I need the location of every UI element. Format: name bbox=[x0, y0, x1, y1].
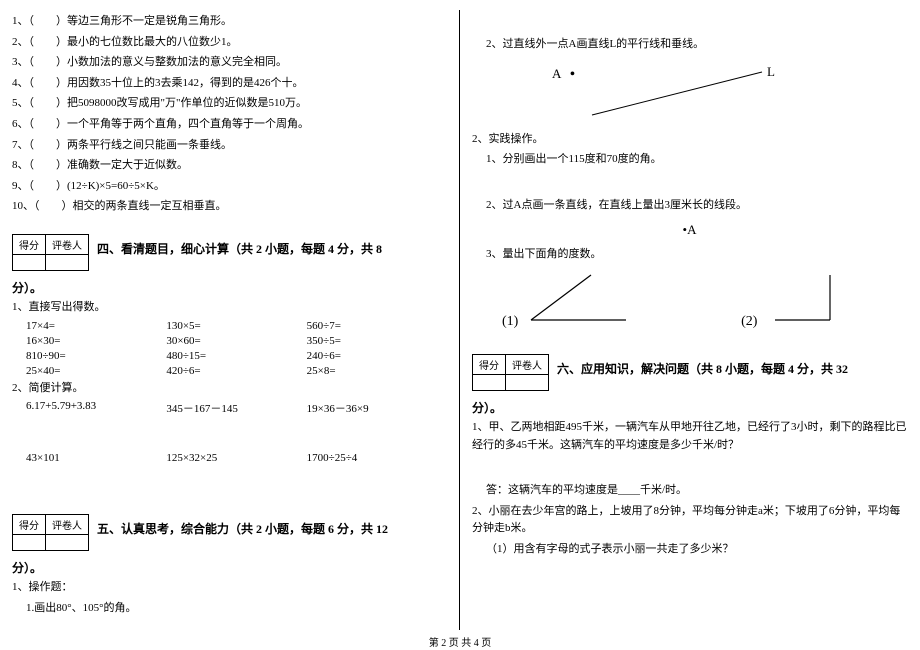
score-label: 得分 bbox=[13, 515, 46, 535]
calc-row: 43×101125×32×251700÷25÷4 bbox=[26, 452, 447, 464]
math-cell: 560÷7= bbox=[307, 320, 447, 332]
score-table-5: 得分 评卷人 bbox=[12, 514, 89, 551]
r2-3: 3、量出下面角的度数。 bbox=[486, 246, 907, 264]
calc-cell: 125×32×25 bbox=[166, 452, 306, 464]
section-5-head: 得分 评卷人 五、认真思考，综合能力（共 2 小题，每题 6 分，共 12 bbox=[12, 514, 447, 551]
score-table-6: 得分 评卷人 bbox=[472, 354, 549, 391]
score-table-4: 得分 评卷人 bbox=[12, 234, 89, 271]
shape-2-wrap: (2) bbox=[741, 270, 840, 330]
section-5-title: 五、认真思考，综合能力（共 2 小题，每题 6 分，共 12 bbox=[97, 514, 388, 537]
r1: 2、过直线外一点A画直线L的平行线和垂线。 bbox=[486, 36, 907, 54]
section-6-head: 得分 评卷人 六、应用知识，解决问题（共 8 小题，每题 4 分，共 32 bbox=[472, 354, 907, 391]
q6-1-ans: 答：这辆汽车的平均速度是____千米/时。 bbox=[486, 482, 907, 500]
calc-cell: 6.17+5.79+3.83 bbox=[26, 400, 166, 416]
q5-1-sub: 1.画出80°、105°的角。 bbox=[26, 600, 447, 618]
shape1-label: (1) bbox=[502, 314, 518, 329]
r2: 2、实践操作。 bbox=[472, 131, 907, 149]
section-4-head: 得分 评卷人 四、看清题目，细心计算（共 2 小题，每题 4 分，共 8 bbox=[12, 234, 447, 271]
score-label: 得分 bbox=[473, 354, 506, 374]
math-cell: 17×4= bbox=[26, 320, 166, 332]
tf-item: 1、（ ）等边三角形不一定是锐角三角形。 bbox=[12, 13, 447, 31]
left-column: 1、（ ）等边三角形不一定是锐角三角形。 2、（ ）最小的七位数比最大的八位数少1… bbox=[0, 10, 460, 630]
r2-1: 1、分别画出一个115度和70度的角。 bbox=[486, 151, 907, 169]
math-row: 16×30=30×60=350÷5= bbox=[26, 335, 447, 347]
tf-item: 6、（ ）一个平角等于两个直角，四个直角等于一个周角。 bbox=[12, 116, 447, 134]
math-cell: 350÷5= bbox=[307, 335, 447, 347]
tf-list: 1、（ ）等边三角形不一定是锐角三角形。 2、（ ）最小的七位数比最大的八位数少1… bbox=[12, 13, 447, 216]
math-row: 810÷90=480÷15=240÷6= bbox=[26, 350, 447, 362]
math-cell: 480÷15= bbox=[166, 350, 306, 362]
tf-item: 5、（ ）把5098000改写成用"万"作单位的近似数是510万。 bbox=[12, 95, 447, 113]
math-rows: 17×4=130×5=560÷7= 16×30=30×60=350÷5= 810÷9… bbox=[12, 320, 447, 377]
label-L: L bbox=[767, 64, 775, 79]
q2-rows: 6.17+5.79+3.83345－167－14519×36－36×9 43×10… bbox=[12, 400, 447, 464]
page-container: 1、（ ）等边三角形不一定是锐角三角形。 2、（ ）最小的七位数比最大的八位数少1… bbox=[0, 0, 920, 630]
math-cell: 16×30= bbox=[26, 335, 166, 347]
calc-cell: 1700÷25÷4 bbox=[307, 452, 447, 464]
r2-2: 2、过A点画一条直线，在直线上量出3厘米长的线段。 bbox=[486, 197, 907, 215]
q5-1: 1、操作题： bbox=[12, 579, 447, 597]
math-cell: 25×40= bbox=[26, 365, 166, 377]
reviewer-label: 评卷人 bbox=[46, 234, 89, 254]
math-row: 25×40=420÷6=25×8= bbox=[26, 365, 447, 377]
tf-item: 2、（ ）最小的七位数比最大的八位数少1。 bbox=[12, 34, 447, 52]
q6-2: 2、小丽在去少年宫的路上，上坡用了8分钟，平均每分钟走a米；下坡用了6分钟，平均… bbox=[472, 503, 907, 538]
q1-label: 1、直接写出得数。 bbox=[12, 299, 447, 317]
q2-label: 2、简便计算。 bbox=[12, 380, 447, 398]
tf-item: 8、（ ）准确数一定大于近似数。 bbox=[12, 157, 447, 175]
math-row: 17×4=130×5=560÷7= bbox=[26, 320, 447, 332]
tf-item: 9、（ ）(12÷K)×5=60÷5×K。 bbox=[12, 178, 447, 196]
math-cell: 810÷90= bbox=[26, 350, 166, 362]
q6-2-sub: （1）用含有字母的式子表示小丽一共走了多少米？ bbox=[486, 541, 907, 559]
calc-cell: 19×36－36×9 bbox=[307, 400, 447, 416]
q6-1: 1、甲、乙两地相距495千米，一辆汽车从甲地开往乙地，已经行了3小时，剩下的路程… bbox=[472, 419, 907, 454]
line-L bbox=[592, 72, 762, 115]
right-column: 2、过直线外一点A画直线L的平行线和垂线。 A • L 2、实践操作。 1、分别… bbox=[460, 10, 919, 630]
angle-2 bbox=[760, 270, 840, 325]
section-4-title: 四、看清题目，细心计算（共 2 小题，每题 4 分，共 8 bbox=[97, 234, 382, 257]
math-cell: 240÷6= bbox=[307, 350, 447, 362]
section-6-cont: 分）。 bbox=[472, 399, 907, 416]
tf-item: 4、（ ）用因数35十位上的3去乘142，得到的是426个十。 bbox=[12, 75, 447, 93]
math-cell: 25×8= bbox=[307, 365, 447, 377]
calc-row: 6.17+5.79+3.83345－167－14519×36－36×9 bbox=[26, 400, 447, 416]
tf-item: 10、（ ）相交的两条直线一定互相垂直。 bbox=[12, 198, 447, 216]
shape-1-wrap: (1) bbox=[502, 270, 631, 330]
reviewer-label: 评卷人 bbox=[506, 354, 549, 374]
section-4-cont: 分）。 bbox=[12, 279, 447, 296]
page-footer: 第 2 页 共 4 页 bbox=[0, 630, 920, 649]
score-label: 得分 bbox=[13, 234, 46, 254]
section-6-title: 六、应用知识，解决问题（共 8 小题，每题 4 分，共 32 bbox=[557, 354, 848, 377]
diagram-line-point: A • L bbox=[502, 60, 802, 125]
label-A: A bbox=[552, 66, 562, 81]
point-A: •A bbox=[472, 222, 907, 238]
shape2-label: (2) bbox=[741, 314, 757, 329]
tf-item: 7、（ ）两条平行线之间只能画一条垂线。 bbox=[12, 137, 447, 155]
shapes-row: (1) (2) bbox=[502, 270, 907, 330]
tf-item: 3、（ ）小数加法的意义与整数加法的意义完全相同。 bbox=[12, 54, 447, 72]
math-cell: 420÷6= bbox=[166, 365, 306, 377]
calc-cell: 43×101 bbox=[26, 452, 166, 464]
math-cell: 30×60= bbox=[166, 335, 306, 347]
calc-cell: 345－167－145 bbox=[166, 400, 306, 416]
reviewer-label: 评卷人 bbox=[46, 515, 89, 535]
point-A-dot: • bbox=[570, 67, 575, 82]
math-cell: 130×5= bbox=[166, 320, 306, 332]
section-5-cont: 分）。 bbox=[12, 559, 447, 576]
angle-1 bbox=[521, 270, 631, 325]
